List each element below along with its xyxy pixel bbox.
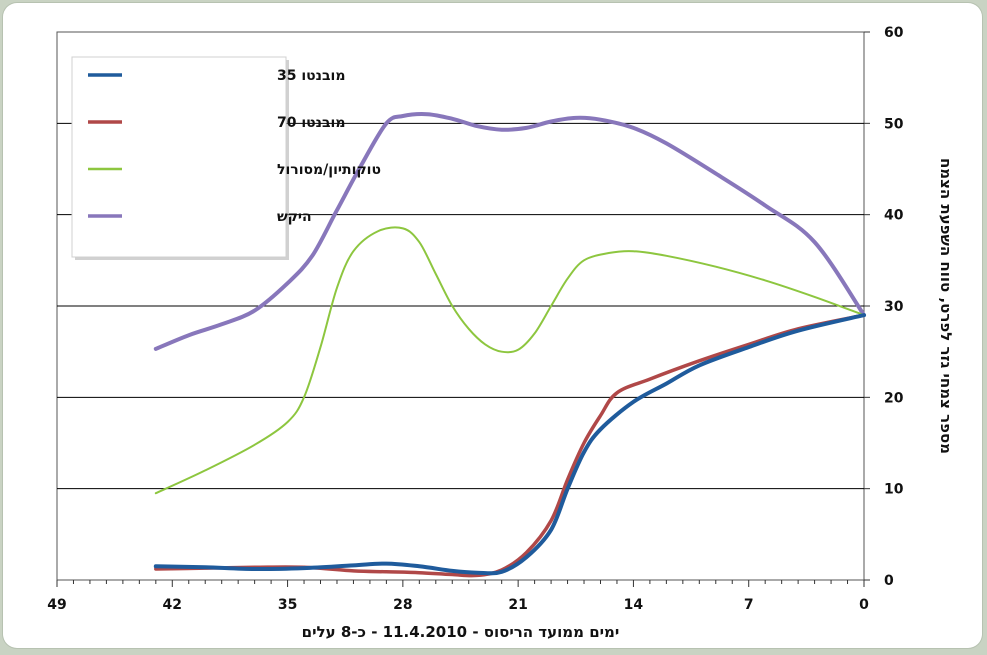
series-line-2 [154, 226, 865, 495]
x-tick-label: 42 [163, 597, 182, 613]
y-tick-label: 20 [884, 390, 904, 406]
legend-label-0: מובנטו 35 [277, 68, 346, 84]
x-tick-label: 21 [508, 597, 527, 613]
y-tick-label: 30 [884, 299, 904, 315]
y-tick-label: 10 [884, 482, 904, 498]
y-tick-label: 40 [884, 208, 904, 224]
x-tick-label: 14 [624, 597, 644, 613]
x-tick-label: 35 [278, 597, 297, 613]
y-tick-label: 0 [884, 573, 894, 589]
x-tick-label: 0 [859, 597, 869, 613]
series-line-3 [153, 112, 866, 351]
x-tick-label: 49 [47, 597, 66, 613]
x-axis-title: ימים ממועד הריסוס - 11.4.2010 - כ-8 עלים [302, 623, 620, 641]
y-tick-label: 50 [884, 116, 904, 132]
x-tick-label: 28 [393, 597, 412, 613]
y-axis-title: מספר צמחי גזר לפרט, טווח השפעת הצמח [937, 158, 955, 454]
series-line-1 [154, 313, 866, 578]
line-chart: 0 10 20 30 40 50 60 49 42 35 28 21 14 7 0 ימים ממועד הר… [47, 25, 955, 641]
legend-label-3: היקש [277, 209, 312, 225]
x-tick-label: 7 [744, 597, 754, 613]
chart-frame: 0 10 20 30 40 50 60 49 42 35 28 21 14 7 0 ימים ממועד הר… [3, 3, 982, 648]
series-line-0 [153, 313, 866, 576]
y-tick-label: 60 [884, 25, 904, 41]
legend-label-1: מובנטו 70 [277, 115, 346, 131]
legend [71, 56, 287, 258]
legend-label-2: טוקותיון/מסורול [277, 162, 381, 178]
